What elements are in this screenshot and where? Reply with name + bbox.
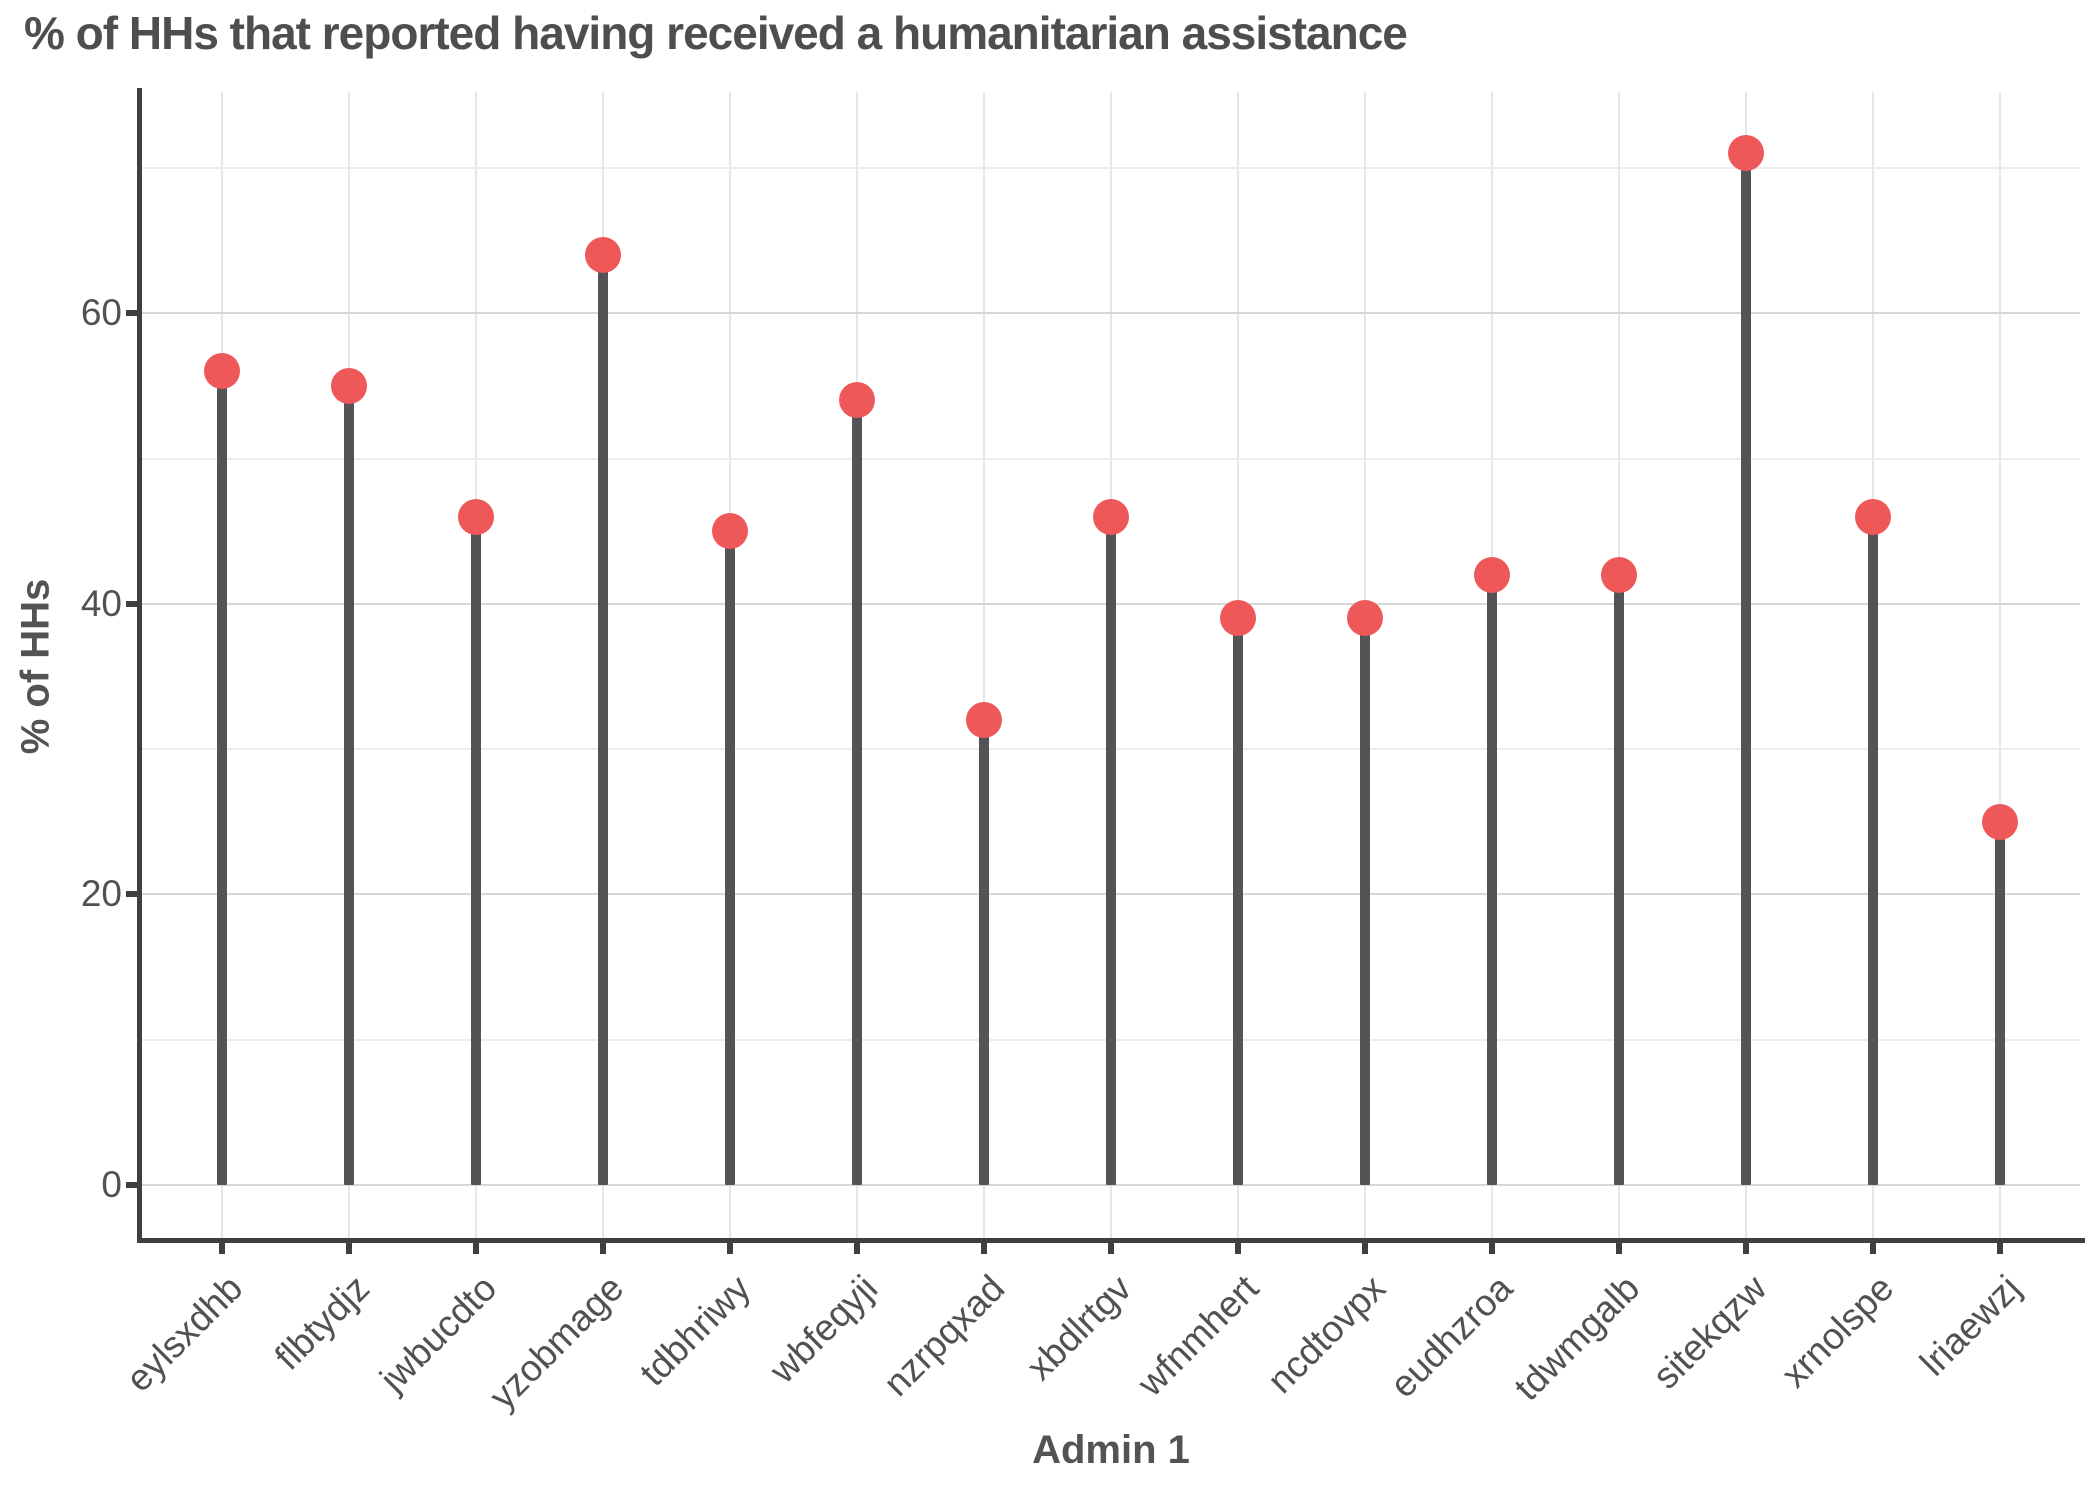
lollipop-stem <box>1106 516 1116 1185</box>
lollipop-stem <box>471 516 481 1185</box>
lollipop-dot <box>1347 600 1383 637</box>
lollipop-dot <box>1220 600 1256 637</box>
lollipop-stem <box>1487 574 1497 1185</box>
gridline-minor <box>142 457 2080 460</box>
lollipop-dot <box>204 353 240 390</box>
x-tick-mark <box>1108 1238 1114 1254</box>
lollipop-stem <box>1360 618 1370 1185</box>
lollipop-dot <box>585 237 621 274</box>
lollipop-stem <box>725 531 735 1185</box>
lollipop-dot <box>1982 803 2018 840</box>
gridline-minor <box>142 166 2080 169</box>
x-axis-line <box>137 1238 2085 1243</box>
gridline-vertical <box>1999 92 2001 1238</box>
x-tick-mark <box>981 1238 987 1254</box>
y-tick-mark <box>126 600 142 607</box>
y-tick-mark <box>126 310 142 317</box>
lollipop-dot <box>712 513 748 550</box>
lollipop-dot <box>458 498 494 535</box>
lollipop-stem <box>598 255 608 1185</box>
x-tick-mark <box>1235 1238 1241 1254</box>
x-tick-mark <box>600 1238 606 1254</box>
x-tick-mark <box>1743 1238 1749 1254</box>
x-axis-title: Admin 1 <box>1032 1428 1190 1472</box>
x-tick-mark <box>346 1238 352 1254</box>
lollipop-stem <box>1868 516 1878 1185</box>
lollipop-dot <box>966 702 1002 739</box>
lollipop-dot <box>1728 135 1764 172</box>
lollipop-stem <box>1741 153 1751 1185</box>
lollipop-stem <box>979 720 989 1185</box>
y-tick-label: 0 <box>101 1164 122 1205</box>
lollipop-stem <box>217 371 227 1185</box>
lollipop-dot <box>839 382 875 419</box>
x-tick-mark <box>1362 1238 1368 1254</box>
gridline-major <box>142 1184 2080 1186</box>
lollipop-dot <box>331 367 367 404</box>
lollipop-stem <box>852 400 862 1185</box>
y-axis-title: % of HHs <box>13 578 58 755</box>
y-tick-mark <box>126 891 142 898</box>
chart-title: % of HHs that reported having received a… <box>24 7 1408 59</box>
x-tick-mark <box>1616 1238 1622 1254</box>
gridline-major <box>142 312 2080 315</box>
y-axis-line <box>137 88 142 1243</box>
lollipop-stem <box>344 385 354 1185</box>
lollipop-stem <box>1233 618 1243 1185</box>
x-tick-mark <box>854 1238 860 1254</box>
y-tick-label: 60 <box>80 292 122 334</box>
lollipop-dot <box>1474 556 1510 593</box>
x-tick-mark <box>1870 1238 1876 1254</box>
lollipop-stem <box>1995 821 2005 1185</box>
x-tick-mark <box>473 1238 479 1254</box>
y-tick-label: 40 <box>80 582 122 624</box>
x-tick-mark <box>1489 1238 1495 1254</box>
gridline-vertical <box>983 92 985 1238</box>
x-tick-mark <box>219 1238 225 1254</box>
lollipop-stem <box>1614 574 1624 1185</box>
lollipop-dot <box>1855 498 1891 535</box>
lollipop-dot <box>1601 556 1637 593</box>
y-tick-label: 20 <box>80 873 122 915</box>
x-tick-mark <box>1997 1238 2003 1254</box>
x-tick-mark <box>727 1238 733 1254</box>
lollipop-dot <box>1093 498 1129 535</box>
y-tick-mark <box>126 1182 142 1188</box>
